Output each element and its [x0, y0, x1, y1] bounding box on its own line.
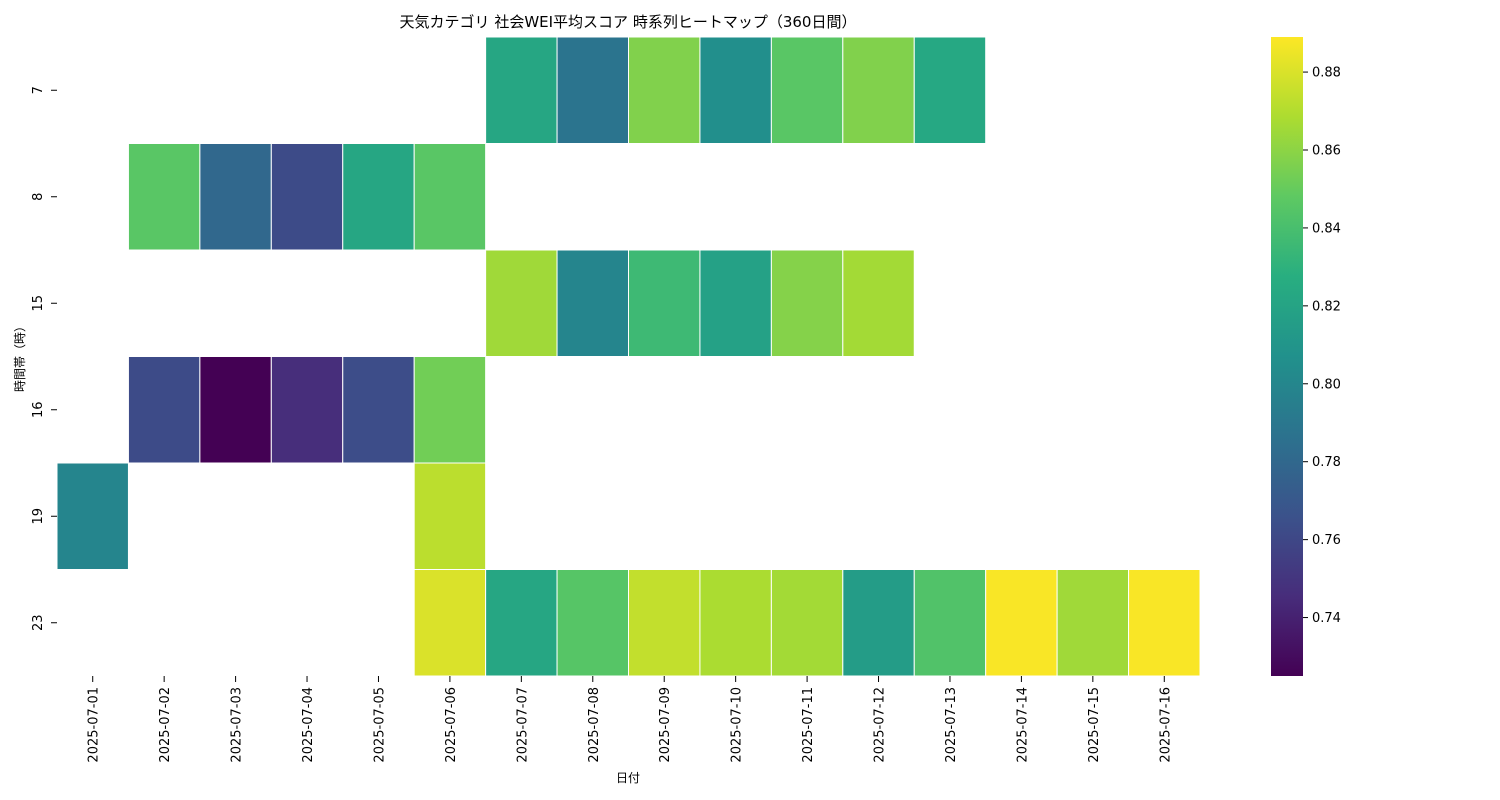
heatmap-cell — [842, 249, 915, 357]
heatmap-cell — [270, 356, 344, 464]
colorbar-tick-label: 0.84 — [1312, 221, 1341, 236]
colorbar-tick-label: 0.74 — [1312, 611, 1341, 626]
heatmap-cell — [842, 36, 915, 144]
x-tick-label: 2025-07-13 — [944, 687, 959, 763]
colorbar-tick-label: 0.80 — [1312, 377, 1341, 392]
heatmap-cell — [770, 249, 844, 357]
heatmap-cell — [1056, 569, 1130, 677]
x-tick-label: 2025-07-09 — [658, 687, 673, 763]
x-tick-label: 2025-07-14 — [1015, 687, 1030, 763]
y-tick-label: 8 — [31, 193, 46, 201]
heatmap-cell — [770, 36, 844, 144]
heatmap-cell — [913, 36, 987, 144]
heatmap-cell — [413, 462, 487, 570]
heatmap-cell — [199, 143, 272, 251]
x-tick-label: 2025-07-07 — [515, 687, 530, 763]
y-tick-label: 15 — [31, 295, 46, 312]
y-tick-label: 7 — [31, 86, 46, 94]
x-tick-label: 2025-07-16 — [1158, 687, 1173, 763]
y-tick-label: 16 — [31, 401, 46, 418]
colorbar-tick-label: 0.76 — [1312, 533, 1341, 548]
heatmap-cell — [270, 143, 344, 251]
y-tick-label: 23 — [31, 614, 46, 631]
heatmap-cell — [699, 249, 772, 357]
heatmap-cell — [699, 569, 772, 677]
x-tick-label: 2025-07-05 — [372, 687, 387, 763]
heatmap-cell — [342, 143, 415, 251]
heatmap-cell — [985, 569, 1058, 677]
x-tick-label: 2025-07-06 — [444, 687, 459, 763]
heatmap-cell — [628, 36, 701, 144]
heatmap-cell — [342, 356, 415, 464]
colorbar-tick-label: 0.88 — [1312, 66, 1341, 81]
x-tick-label: 2025-07-04 — [301, 687, 316, 763]
heatmap-cell — [485, 569, 558, 677]
chart-title: 天気カテゴリ 社会WEI平均スコア 時系列ヒートマップ（360日間） — [400, 13, 857, 31]
x-tick-label: 2025-07-01 — [87, 687, 102, 763]
colorbar-tick-label: 0.86 — [1312, 143, 1341, 158]
x-tick-label: 2025-07-12 — [873, 687, 888, 763]
colorbar-tick-label: 0.82 — [1312, 299, 1341, 314]
colorbar — [1271, 37, 1303, 676]
heatmap-cell — [628, 569, 701, 677]
x-tick-label: 2025-07-08 — [587, 687, 602, 763]
heatmap-cell — [199, 356, 272, 464]
x-tick-label: 2025-07-03 — [230, 687, 245, 763]
heatmap-cell — [842, 569, 915, 677]
x-axis-label: 日付 — [616, 771, 640, 785]
heatmap-cell — [556, 569, 629, 677]
heatmap-cell — [485, 249, 558, 357]
heatmap-cell — [1128, 569, 1201, 677]
y-axis-ticks: 7 8 15 16 19 23 — [31, 86, 57, 631]
x-tick-label: 2025-07-15 — [1087, 687, 1102, 763]
heatmap-cells — [56, 36, 1201, 677]
heatmap-cell — [127, 143, 201, 251]
heatmap-cell — [413, 569, 487, 677]
heatmap-cell — [485, 36, 558, 144]
heatmap-cell — [913, 569, 987, 677]
heatmap-cell — [556, 249, 629, 357]
heatmap-cell — [56, 462, 129, 570]
colorbar-ticks: 0.74 0.76 0.78 0.80 0.82 0.84 0.86 0.88 — [1303, 66, 1341, 626]
heatmap-cell — [556, 36, 629, 144]
x-tick-label: 2025-07-02 — [158, 687, 173, 763]
heatmap-cell — [413, 356, 487, 464]
heatmap-cell — [127, 356, 201, 464]
y-axis-label: 時間帯（時） — [13, 320, 27, 392]
x-tick-label: 2025-07-11 — [801, 687, 816, 763]
y-tick-label: 19 — [31, 508, 46, 525]
colorbar-tick-label: 0.78 — [1312, 455, 1341, 470]
heatmap-cell — [628, 249, 701, 357]
x-tick-label: 2025-07-10 — [730, 687, 745, 763]
heatmap-cell — [413, 143, 487, 251]
heatmap-cell — [699, 36, 772, 144]
x-axis-ticks: 2025-07-01 2025-07-02 2025-07-03 2025-07-04… — [87, 676, 1173, 763]
heatmap-cell — [770, 569, 844, 677]
